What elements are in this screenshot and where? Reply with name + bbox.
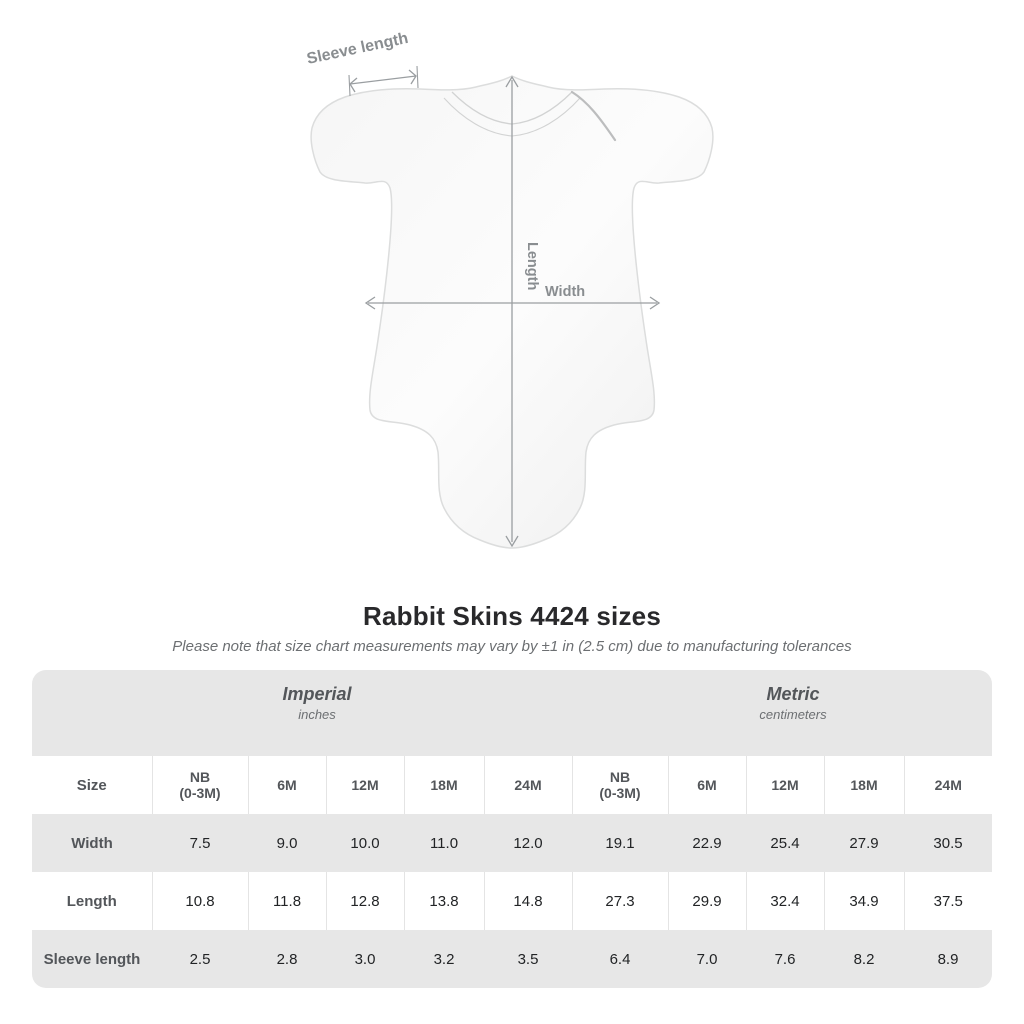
svg-text:Sleeve length: Sleeve length: [305, 30, 409, 68]
svg-text:Length: Length: [524, 242, 540, 290]
svg-text:Width: Width: [545, 284, 585, 300]
